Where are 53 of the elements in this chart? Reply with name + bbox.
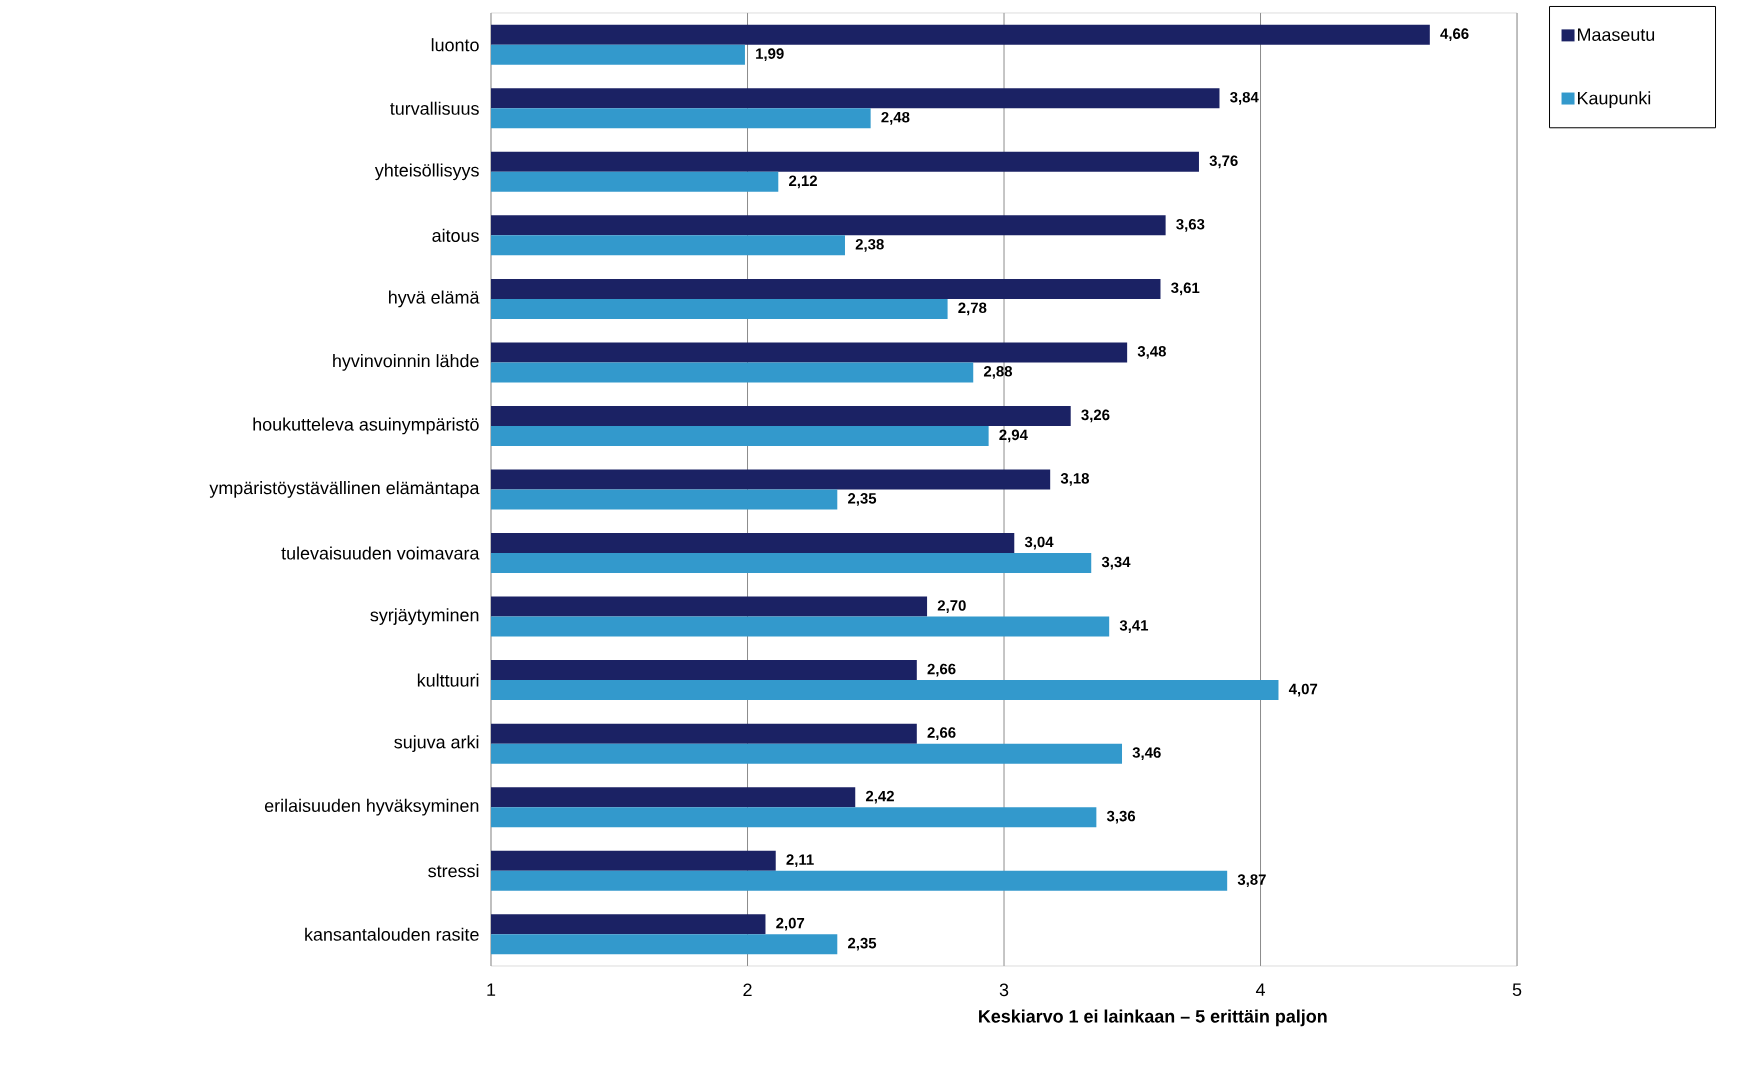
x-tick-label: 1: [487, 983, 496, 996]
y-tick-label: erilaisuuden hyväksyminen: [264, 798, 479, 816]
data-label: 3,18: [1060, 473, 1090, 486]
y-tick-label: stressi: [428, 864, 479, 878]
y-tick-label: turvallisuus: [390, 101, 479, 115]
data-label: 3,36: [1106, 810, 1136, 824]
data-label: 2,42: [865, 790, 894, 804]
data-label: 3,87: [1237, 874, 1266, 888]
data-label: 4,07: [1288, 683, 1318, 697]
data-label: 3,26: [1081, 409, 1110, 423]
y-tick-label: yhteisöllisyys: [374, 163, 479, 181]
y-tick-label: houkutteleva asuinympäristö: [253, 417, 479, 435]
data-label: 3,48: [1137, 346, 1166, 359]
data-label: 3,46: [1132, 747, 1161, 760]
x-tick-label: 4: [1255, 983, 1265, 996]
data-label: 3,04: [1024, 536, 1054, 550]
x-axis-title: Keskiarvo 1 ei lainkaan – 5 erittäin paljon: [979, 1009, 1327, 1027]
data-label: 4,66: [1440, 28, 1469, 42]
data-label: 1,99: [756, 48, 784, 62]
data-label: 2,78: [958, 302, 987, 316]
x-tick-label: 5: [1512, 983, 1522, 997]
y-tick-label: kansantalouden rasite: [305, 927, 479, 941]
y-tick-label: kulttuuri: [417, 673, 479, 687]
legend-label: Kaupunki: [1577, 91, 1651, 108]
data-label: 2,88: [983, 366, 1013, 379]
data-label: 3,76: [1209, 155, 1238, 169]
data-label: 3,63: [1176, 218, 1205, 232]
data-label: 2,70: [937, 600, 966, 613]
data-label: 3,34: [1101, 556, 1131, 570]
data-label: 2,11: [786, 854, 814, 868]
data-label: 2,35: [848, 493, 877, 506]
data-label: 2,48: [881, 111, 910, 125]
x-tick-label: 3: [999, 983, 1009, 997]
y-tick-label: ympäristöystävällinen elämäntapa: [209, 481, 480, 498]
y-tick-label: hyvinvoinnin lähde: [333, 354, 479, 371]
data-label: 2,66: [927, 663, 956, 677]
legend-label: Maaseutu: [1577, 28, 1655, 41]
data-label: 2,12: [789, 175, 817, 189]
data-label: 3,61: [1171, 282, 1200, 296]
x-tick-label: 2: [743, 983, 752, 997]
data-label: 2,38: [855, 238, 884, 252]
y-tick-label: syrjäytyminen: [370, 608, 479, 625]
data-label: 3,84: [1230, 91, 1259, 105]
y-tick-label: aitous: [432, 228, 479, 242]
y-tick-label: tulevaisuuden voimavara: [281, 546, 480, 560]
y-tick-label: luonto: [431, 38, 479, 52]
data-label: 2,94: [999, 429, 1028, 443]
y-tick-label: sujuva arki: [394, 735, 479, 752]
data-label: 2,66: [927, 727, 956, 740]
data-label: 2,35: [848, 937, 877, 951]
y-tick-label: hyvä elämä: [389, 290, 480, 308]
data-label: 3,41: [1119, 620, 1149, 633]
data-label: 2,07: [776, 917, 805, 931]
